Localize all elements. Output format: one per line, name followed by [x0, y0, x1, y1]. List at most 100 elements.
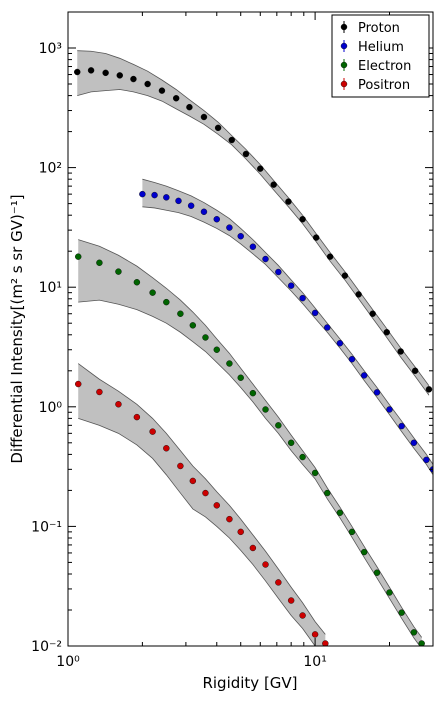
data-point: [177, 462, 184, 470]
y-tick-label: 10⁻¹: [31, 519, 62, 535]
data-point: [249, 243, 257, 250]
data-point: [262, 561, 269, 568]
data-point: [285, 198, 292, 205]
data-point: [75, 380, 82, 388]
data-point: [226, 515, 233, 523]
data-point: [373, 569, 381, 576]
data-point: [237, 528, 244, 536]
data-point: [242, 150, 250, 158]
data-point: [383, 329, 390, 336]
data-point: [249, 389, 257, 397]
data-point: [360, 372, 368, 379]
legend-marker: [340, 42, 348, 50]
band-fill: [77, 50, 429, 396]
band-upper-edge: [77, 363, 326, 635]
data-point: [200, 113, 208, 121]
data-point: [322, 640, 329, 646]
data-point: [200, 208, 208, 216]
data-point: [213, 346, 220, 353]
y-axis-label: Differential Intensity[(m² s sr GV)⁻¹]: [8, 194, 26, 463]
data-point: [360, 548, 368, 556]
legend-label: Electron: [358, 59, 411, 74]
legend-marker: [340, 80, 348, 88]
data-point: [87, 67, 95, 74]
data-point: [163, 445, 170, 452]
data-point: [149, 289, 156, 296]
band-fill: [142, 179, 433, 475]
data-point: [397, 348, 404, 355]
plot-frame: [67, 11, 434, 647]
data-point: [275, 579, 282, 586]
data-point: [149, 428, 156, 435]
band-fill: [78, 363, 326, 646]
data-point: [237, 232, 244, 240]
data-point: [96, 388, 103, 396]
data-point: [158, 87, 166, 94]
data-point: [202, 489, 209, 497]
data-point: [175, 197, 182, 205]
data-point: [214, 124, 222, 132]
y-tick-label: 10⁰: [39, 400, 63, 416]
data-point: [398, 422, 405, 430]
data-point: [270, 181, 277, 188]
data-point: [144, 80, 151, 88]
legend-label: Proton: [358, 21, 400, 36]
y-tick-label: 10³: [39, 41, 62, 57]
data-point: [96, 259, 103, 266]
data-point: [299, 453, 306, 461]
data-point: [228, 136, 235, 144]
data-point: [425, 386, 433, 393]
data-point: [249, 544, 257, 552]
data-point: [213, 502, 220, 509]
x-tick-label: 10⁰: [56, 654, 80, 670]
data-point: [311, 469, 319, 477]
data-point: [115, 401, 122, 408]
y-tick-label: 10²: [39, 161, 62, 177]
data-point: [398, 609, 405, 616]
data-point: [311, 309, 319, 317]
data-point: [275, 422, 282, 429]
data-point: [237, 374, 244, 381]
data-point: [74, 68, 81, 76]
band-upper-edge: [78, 239, 423, 638]
data-point: [133, 413, 141, 421]
data-point: [418, 640, 425, 646]
data-point: [189, 477, 197, 485]
x-axis-label: Rigidity [GV]: [202, 674, 297, 692]
data-point: [287, 597, 295, 604]
data-point: [187, 202, 195, 209]
data-point: [336, 509, 344, 516]
data-point: [115, 268, 122, 275]
y-tick-label: 10¹: [39, 280, 62, 296]
data-point: [326, 253, 334, 260]
data-point: [311, 631, 319, 638]
data-point: [336, 340, 344, 347]
data-point: [177, 310, 184, 317]
data-point: [172, 95, 180, 102]
data-point: [369, 310, 376, 317]
data-point: [324, 324, 331, 331]
band-lower-edge: [78, 418, 316, 646]
legend-label: Helium: [358, 40, 404, 55]
data-point: [130, 75, 137, 83]
legend-label: Positron: [358, 78, 410, 93]
data-point: [226, 224, 233, 231]
data-point: [151, 191, 158, 199]
data-point: [341, 272, 349, 279]
data-point: [275, 268, 282, 276]
data-point: [189, 322, 197, 329]
data-point: [410, 629, 418, 636]
x-tick-label: 10¹: [303, 654, 326, 670]
data-point: [386, 589, 393, 596]
data-point: [262, 406, 269, 413]
data-point: [355, 291, 362, 298]
data-point: [163, 298, 170, 306]
band-lower-edge: [78, 299, 421, 646]
data-point: [287, 282, 295, 289]
band-upper-edge: [77, 50, 430, 386]
legend-box: [331, 14, 430, 98]
plot-area: [74, 50, 433, 646]
data-point: [262, 255, 269, 263]
data-point: [133, 279, 141, 286]
